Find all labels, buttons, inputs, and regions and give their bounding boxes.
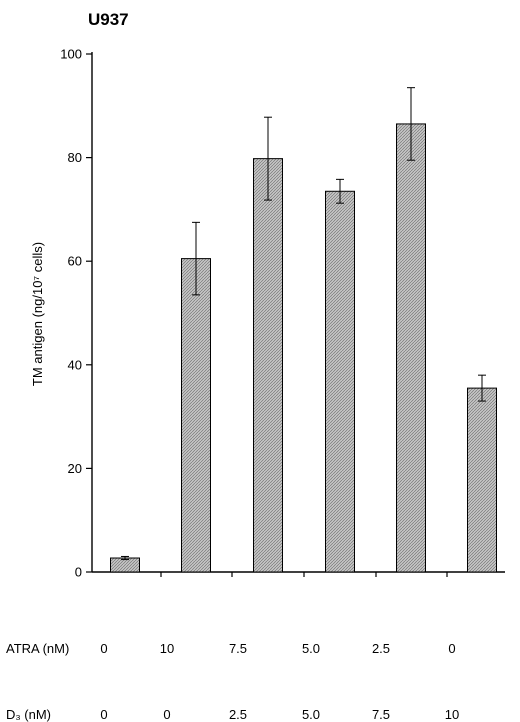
- treatment-value: 2.5: [372, 641, 390, 656]
- bar: [396, 123, 426, 573]
- treatment-value: 5.0: [302, 641, 320, 656]
- y-tick-label: 40: [68, 357, 82, 372]
- y-tick-label: 60: [68, 254, 82, 269]
- treatment-row-label: D₃ (nM): [6, 707, 51, 722]
- treatment-value: 2.5: [229, 707, 247, 722]
- treatment-value: 5.0: [302, 707, 320, 722]
- y-axis-label: TM antigen (ng/10⁷ cells): [30, 242, 45, 386]
- treatment-value: 10: [160, 641, 174, 656]
- y-tick-label: 100: [60, 47, 82, 62]
- treatment-rows: ATRA (nM) 0 10 7.5 5.0 2.5 0 D₃ (nM) 0 0 2.5 5.0 7.5…: [6, 641, 459, 722]
- y-ticks: 0 20 40 60 80 100: [60, 47, 92, 580]
- bar: [467, 387, 497, 573]
- treatment-row-label: ATRA (nM): [6, 641, 69, 656]
- bars: [110, 87, 497, 573]
- axes: [91, 52, 505, 577]
- treatment-value: 7.5: [229, 641, 247, 656]
- treatment-value: 0: [100, 641, 107, 656]
- treatment-value: 0: [448, 641, 455, 656]
- chart-title: U937: [88, 10, 129, 29]
- y-tick-label: 0: [75, 565, 82, 580]
- treatment-value: 7.5: [372, 707, 390, 722]
- y-tick-label: 80: [68, 150, 82, 165]
- treatment-value: 0: [100, 707, 107, 722]
- bar: [253, 158, 283, 573]
- bar: [110, 557, 140, 573]
- bar: [181, 258, 211, 573]
- y-tick-label: 20: [68, 461, 82, 476]
- treatment-value: 0: [163, 707, 170, 722]
- bar: [325, 190, 355, 573]
- treatment-value: 10: [445, 707, 459, 722]
